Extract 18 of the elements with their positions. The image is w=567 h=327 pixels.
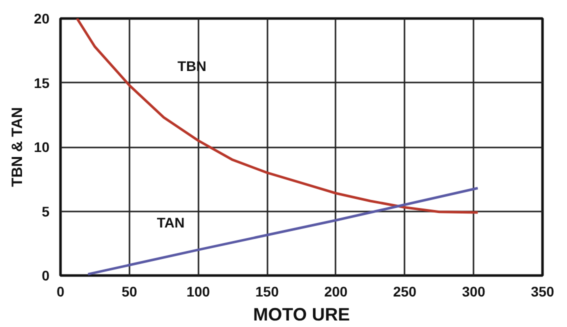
y-tick-label: 15	[34, 74, 50, 91]
y-tick-label: 0	[42, 268, 50, 284]
x-axis-title: MOTO URE	[253, 304, 350, 324]
y-tick-label: 5	[42, 203, 50, 220]
x-tick-label: 150	[255, 284, 279, 300]
line-series	[76, 18, 480, 214]
y-tick-label: 10	[34, 139, 50, 155]
y-axis-title: TBN & TAN	[8, 107, 26, 187]
y-tick-label: 20	[34, 10, 50, 26]
x-tick-label: 200	[324, 284, 348, 300]
x-tick-label: 250	[393, 284, 417, 300]
series-label: TAN	[156, 214, 185, 231]
line-series	[86, 186, 480, 276]
x-tick-label: 350	[530, 284, 554, 300]
x-tick-label: 100	[186, 284, 210, 300]
x-tick-label: 300	[462, 284, 486, 300]
x-tick-label: 0	[56, 284, 65, 300]
x-tick-label: 50	[122, 284, 138, 300]
